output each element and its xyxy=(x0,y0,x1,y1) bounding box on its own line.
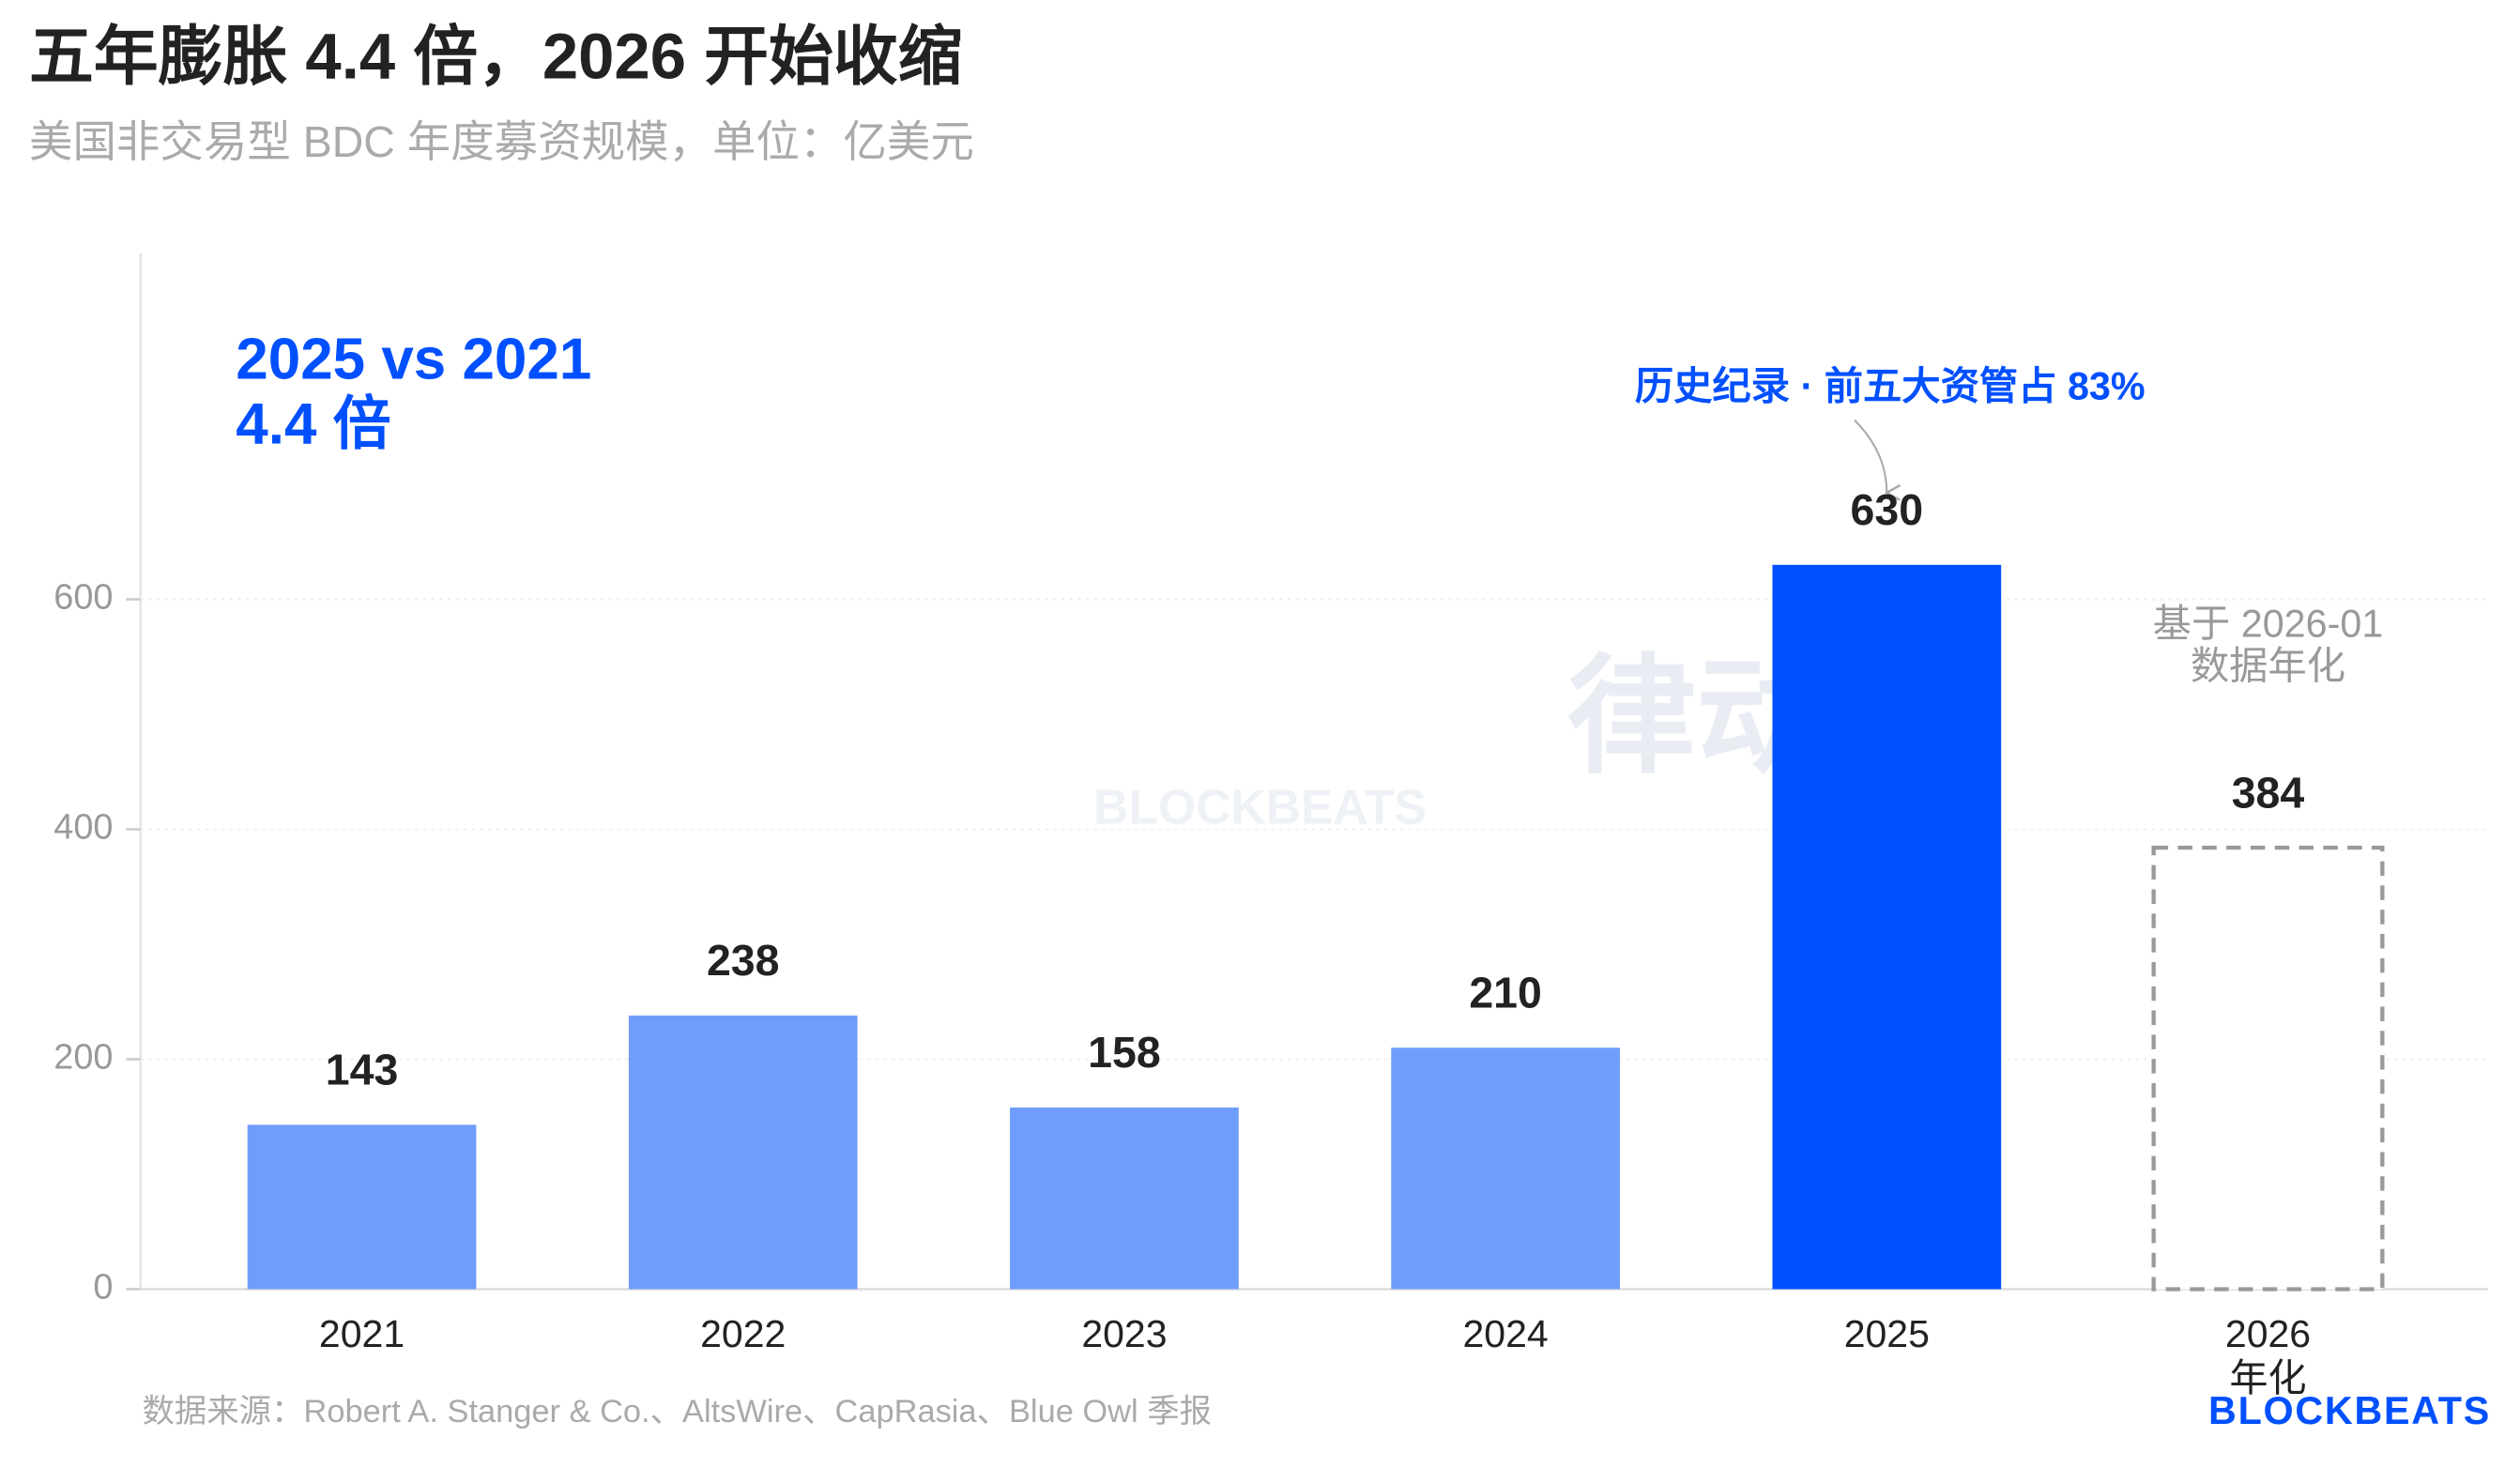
y-tick-label: 600 xyxy=(53,578,113,618)
annotation-arrow xyxy=(1854,419,1886,492)
bar xyxy=(1772,564,2002,1290)
value-label: 384 xyxy=(2232,768,2305,817)
logo: BLOCKBEATS xyxy=(2208,1389,2491,1432)
y-tick-label: 0 xyxy=(93,1267,113,1307)
watermark: BLOCKBEATS xyxy=(1093,780,1427,834)
x-tick-label: 2021 xyxy=(318,1311,405,1355)
note: 基于 2026-01 xyxy=(2153,603,2384,646)
source: 数据来源：Robert A. Stanger & Co.、AltsWire、Ca… xyxy=(142,1394,1212,1430)
note: 数据年化 xyxy=(2191,644,2345,687)
value-label: 158 xyxy=(1088,1028,1161,1077)
bar xyxy=(1391,1047,1620,1290)
x-tick-label: 2025 xyxy=(1843,1311,1930,1355)
chart-title: 五年膨胀 4.4 倍，2026 开始收缩 xyxy=(29,21,962,93)
bar xyxy=(2151,845,2385,1292)
value-label: 238 xyxy=(707,936,780,985)
value-label: 630 xyxy=(1851,485,1924,534)
value-label: 210 xyxy=(1469,968,1542,1017)
x-tick-label: 2024 xyxy=(1462,1311,1549,1355)
highlight: 2025 vs 2021 xyxy=(236,328,591,392)
bar xyxy=(247,1124,477,1290)
x-tick-label: 2022 xyxy=(700,1311,787,1355)
y-tick-label: 200 xyxy=(53,1037,113,1077)
annotation: 历史纪录 · 前五大资管占 83% xyxy=(1635,365,2146,408)
value-label: 143 xyxy=(326,1046,399,1094)
highlight: 4.4 倍 xyxy=(236,391,390,456)
y-tick-label: 400 xyxy=(53,808,113,848)
bar xyxy=(628,1015,858,1290)
x-tick-label: 2023 xyxy=(1081,1311,1168,1355)
x-tick-label: 2026 年化 xyxy=(2224,1311,2312,1399)
chart-subtitle: 美国非交易型 BDC 年度募资规模，单位：亿美元 xyxy=(29,117,974,166)
bar xyxy=(1010,1107,1239,1290)
